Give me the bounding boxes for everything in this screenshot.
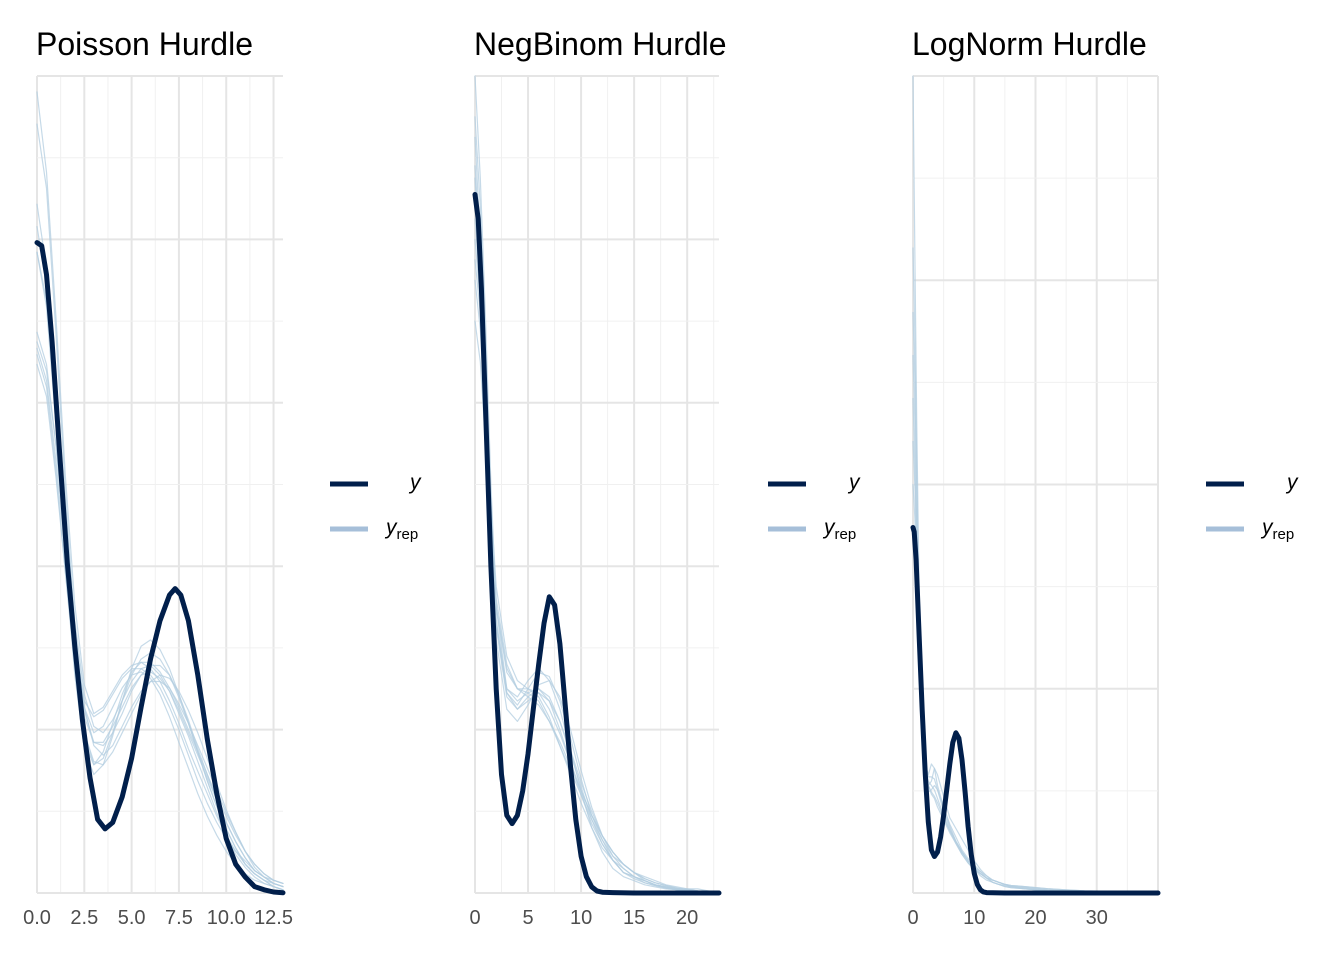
legend-yrep-base: y bbox=[822, 516, 836, 539]
series-yrep-line bbox=[36, 251, 284, 891]
legend-yrep-subscript: rep bbox=[835, 526, 857, 543]
x-tick-label: 0 bbox=[469, 907, 480, 929]
x-tick-label: 5 bbox=[522, 907, 533, 929]
series-yrep-line bbox=[474, 136, 720, 893]
series-yrep-line bbox=[474, 116, 720, 894]
legend: y yrep bbox=[330, 471, 422, 543]
legend-yrep-label: yrep bbox=[384, 516, 418, 543]
series-yrep-line bbox=[474, 279, 720, 893]
series-yrep-line bbox=[36, 203, 284, 891]
panel-title: Poisson Hurdle bbox=[36, 26, 253, 62]
series-yrep-line bbox=[474, 218, 720, 894]
legend-y-label: y bbox=[1285, 471, 1299, 494]
yrep-lines bbox=[36, 91, 284, 891]
x-tick-labels: 0 10 20 30 bbox=[907, 907, 1107, 929]
grid bbox=[474, 75, 719, 894]
legend: y yrep bbox=[1206, 471, 1299, 543]
y-line bbox=[34, 240, 286, 896]
y-line bbox=[472, 192, 722, 896]
x-tick-labels: 0 5 10 15 20 bbox=[469, 907, 698, 929]
panel-negbinom-hurdle: NegBinom Hurdle 0 5 10 15 20 y yrep bbox=[469, 26, 861, 929]
series-yrep-line bbox=[36, 91, 284, 888]
legend-yrep-subscript: rep bbox=[397, 526, 419, 543]
legend-yrep-label: yrep bbox=[822, 516, 856, 543]
legend-y-label: y bbox=[408, 471, 422, 494]
x-tick-label: 0.0 bbox=[23, 907, 51, 929]
panel-title: LogNorm Hurdle bbox=[912, 26, 1147, 62]
x-tick-label: 15 bbox=[623, 907, 645, 929]
x-tick-label: 2.5 bbox=[70, 907, 98, 929]
panel-lognorm-hurdle: LogNorm Hurdle 0 10 20 30 y yrep bbox=[907, 26, 1299, 929]
series-yrep-line bbox=[474, 320, 720, 893]
x-tick-label: 20 bbox=[1024, 907, 1046, 929]
x-tick-label: 30 bbox=[1086, 907, 1108, 929]
series-yrep-line bbox=[474, 165, 720, 893]
series-y-line bbox=[910, 525, 1161, 896]
grid bbox=[36, 75, 283, 894]
panel-poisson-hurdle: Poisson Hurdle 0.0 2.5 5.0 7.5 10.0 12.5 y yr… bbox=[23, 26, 422, 929]
yrep-lines bbox=[474, 75, 720, 894]
legend-yrep-label: yrep bbox=[1260, 516, 1294, 543]
x-tick-labels: 0.0 2.5 5.0 7.5 10.0 12.5 bbox=[23, 907, 293, 929]
series-yrep-line bbox=[36, 251, 284, 891]
x-tick-label: 7.5 bbox=[165, 907, 193, 929]
x-tick-label: 5.0 bbox=[118, 907, 146, 929]
x-tick-label: 20 bbox=[676, 907, 698, 929]
series-y-line bbox=[472, 192, 722, 896]
panel-title: NegBinom Hurdle bbox=[474, 26, 727, 62]
legend-yrep-base: y bbox=[384, 516, 398, 539]
series-yrep-line bbox=[474, 177, 720, 894]
x-tick-label: 0 bbox=[907, 907, 918, 929]
legend-y-label: y bbox=[847, 471, 861, 494]
legend-yrep-subscript: rep bbox=[1273, 526, 1295, 543]
x-tick-label: 10 bbox=[570, 907, 592, 929]
legend: y yrep bbox=[768, 471, 861, 543]
y-line bbox=[910, 525, 1161, 896]
x-tick-label: 10 bbox=[963, 907, 985, 929]
series-y-line bbox=[34, 240, 286, 896]
x-tick-label: 12.5 bbox=[254, 907, 293, 929]
grid bbox=[912, 75, 1159, 894]
series-yrep-line bbox=[36, 226, 284, 885]
x-tick-label: 10.0 bbox=[207, 907, 246, 929]
legend-yrep-base: y bbox=[1260, 516, 1274, 539]
series-yrep-line bbox=[474, 259, 720, 893]
